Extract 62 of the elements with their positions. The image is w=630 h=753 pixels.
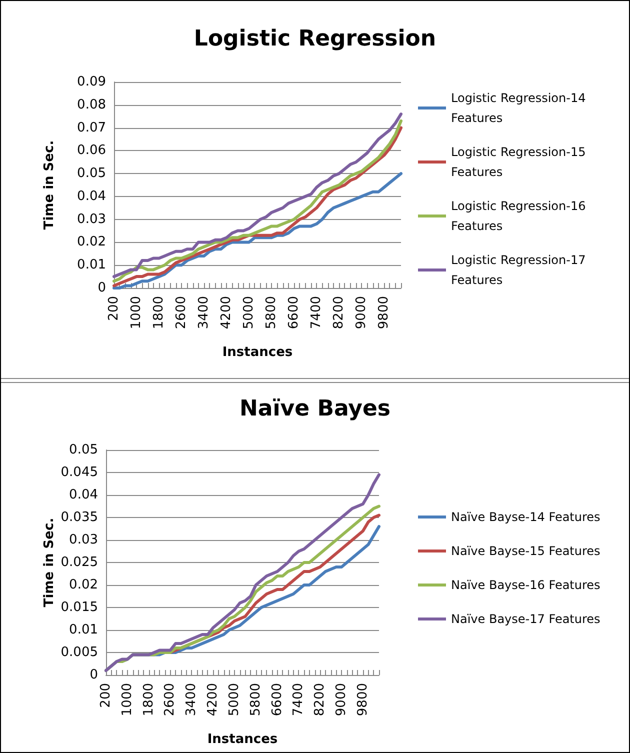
y-tick-label: 0.01 bbox=[69, 622, 98, 638]
x-tick-label: 5800 bbox=[248, 683, 264, 716]
y-axis-title: Time in Sec. bbox=[42, 518, 57, 608]
legend-label: Logistic Regression-14 Features bbox=[451, 91, 590, 125]
x-tick-label: 4200 bbox=[219, 296, 234, 330]
legend-label: Naïve Bayse-14 Features bbox=[451, 510, 600, 524]
x-tick-label: 200 bbox=[106, 296, 122, 321]
x-tick-label: 5800 bbox=[264, 296, 280, 330]
legend-label: Naïve Bayse-17 Features bbox=[451, 612, 600, 626]
x-tick-label: 8200 bbox=[312, 683, 328, 716]
x-tick-label: 3400 bbox=[184, 683, 200, 716]
x-tick-label: 2600 bbox=[162, 683, 178, 716]
legend-label: Logistic Regression-17 Features bbox=[451, 253, 590, 287]
legend-label: Logistic Regression-16 Features bbox=[451, 199, 590, 233]
y-tick-label: 0.04 bbox=[69, 488, 98, 502]
x-tick-label: 9800 bbox=[376, 296, 392, 330]
y-tick-label: 0.03 bbox=[69, 532, 98, 548]
y-tick-label: 0.015 bbox=[60, 600, 98, 615]
x-tick-label: 9000 bbox=[334, 683, 350, 716]
y-tick-label: 0 bbox=[98, 280, 106, 296]
y-tick-label: 0.02 bbox=[69, 578, 98, 592]
x-tick-label: 1000 bbox=[129, 296, 144, 330]
y-tick-label: 0.09 bbox=[77, 74, 106, 90]
x-tick-label: 7400 bbox=[291, 683, 306, 716]
y-tick-label: 0 bbox=[90, 668, 98, 682]
x-tick-label: 8200 bbox=[332, 296, 347, 330]
y-tick-label: 0.06 bbox=[77, 143, 106, 158]
x-axis-title: Instances bbox=[207, 732, 278, 747]
x-tick-label: 4200 bbox=[206, 683, 221, 716]
y-tick-label: 0.07 bbox=[77, 120, 106, 136]
legend-label: Naïve Bayse-15 Features bbox=[451, 544, 600, 558]
y-tick-label: 0.01 bbox=[77, 258, 106, 273]
y-tick-label: 0.005 bbox=[60, 645, 98, 660]
x-tick-label: 1800 bbox=[152, 296, 167, 330]
x-tick-label: 3400 bbox=[196, 296, 212, 330]
y-tick-label: 0.05 bbox=[69, 442, 98, 458]
chart-title: Naïve Bayes bbox=[239, 396, 391, 422]
y-tick-label: 0.03 bbox=[77, 212, 106, 227]
x-tick-label: 5000 bbox=[242, 296, 257, 330]
y-tick-label: 0.035 bbox=[60, 510, 98, 525]
y-axis-title: Time in Sec. bbox=[42, 140, 57, 230]
x-tick-label: 1800 bbox=[141, 683, 156, 716]
y-tick-label: 0.05 bbox=[77, 166, 106, 182]
chart-title: Logistic Regression bbox=[194, 26, 436, 52]
x-tick-label: 1000 bbox=[120, 683, 135, 716]
x-tick-label: 5000 bbox=[226, 683, 242, 716]
y-tick-label: 0.02 bbox=[77, 234, 106, 250]
x-tick-label: 9000 bbox=[354, 296, 370, 330]
x-tick-label: 7400 bbox=[309, 296, 324, 330]
legend-label: Naïve Bayse-16 Features bbox=[451, 578, 600, 592]
y-tick-label: 0.025 bbox=[60, 555, 98, 570]
y-tick-label: 0.04 bbox=[77, 188, 106, 204]
x-tick-label: 6600 bbox=[270, 683, 285, 716]
x-tick-label: 9800 bbox=[355, 683, 370, 716]
x-axis-title: Instances bbox=[222, 345, 293, 360]
line-series bbox=[104, 473, 380, 672]
y-tick-label: 0.08 bbox=[77, 97, 106, 112]
y-tick-label: 0.045 bbox=[60, 465, 98, 480]
x-tick-label: 6600 bbox=[286, 296, 302, 330]
x-tick-label: 200 bbox=[98, 683, 114, 708]
legend-label: Logistic Regression-15 Features bbox=[451, 145, 590, 179]
x-tick-label: 2600 bbox=[174, 296, 190, 330]
